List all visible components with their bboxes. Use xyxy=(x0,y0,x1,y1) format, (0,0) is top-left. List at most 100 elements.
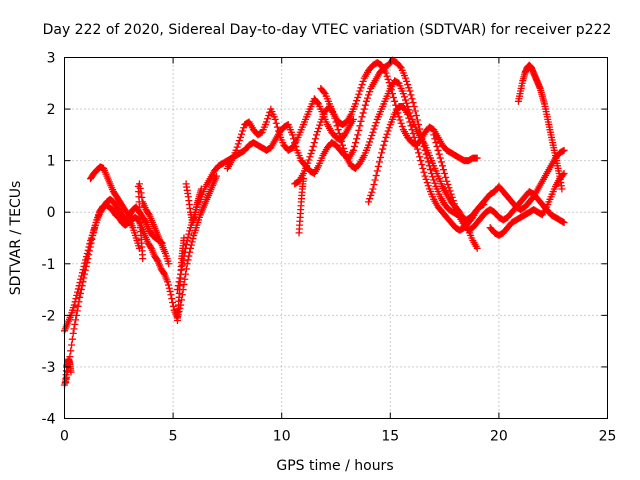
data-point xyxy=(379,145,387,153)
data-point xyxy=(262,118,270,126)
data-point xyxy=(424,182,432,190)
data-point xyxy=(390,93,398,101)
data-point xyxy=(365,141,373,149)
data-point xyxy=(354,131,362,139)
data-point xyxy=(82,256,90,264)
data-point xyxy=(382,69,390,77)
data-point xyxy=(310,139,318,147)
data-point xyxy=(431,179,439,187)
data-point xyxy=(75,282,83,290)
data-point xyxy=(383,72,391,80)
series-track-l xyxy=(486,170,568,239)
data-point xyxy=(403,77,411,85)
data-point xyxy=(183,260,191,268)
data-point xyxy=(398,122,406,130)
data-point xyxy=(312,131,320,139)
data-point xyxy=(71,298,79,306)
data-point xyxy=(305,156,313,164)
data-point xyxy=(86,240,94,248)
data-point xyxy=(410,102,418,110)
data-point xyxy=(431,135,439,143)
data-point xyxy=(406,118,414,126)
data-point xyxy=(80,262,88,270)
data-point xyxy=(169,298,177,306)
data-point xyxy=(402,96,410,104)
data-point xyxy=(77,289,85,297)
data-point xyxy=(233,143,241,151)
data-point xyxy=(409,99,417,107)
data-point xyxy=(559,171,567,179)
x-tick-label: 10 xyxy=(273,429,291,445)
data-point xyxy=(122,207,130,215)
y-tick-label: 0 xyxy=(47,205,56,221)
data-point xyxy=(368,132,376,140)
data-point xyxy=(265,112,273,120)
data-point xyxy=(236,133,244,141)
data-point xyxy=(307,150,315,158)
data-point xyxy=(560,170,568,178)
data-point xyxy=(78,272,86,280)
data-point xyxy=(378,149,386,157)
data-point xyxy=(147,243,155,251)
y-tick-label: -2 xyxy=(42,308,56,324)
series-track-q xyxy=(182,180,205,227)
series-track-k xyxy=(514,61,566,193)
data-point xyxy=(410,133,418,141)
data-point xyxy=(373,167,381,175)
data-point xyxy=(407,91,415,99)
data-point xyxy=(166,288,174,296)
data-point xyxy=(400,93,408,101)
data-point xyxy=(238,130,246,138)
y-tick-label: 3 xyxy=(47,51,56,67)
data-point xyxy=(448,193,456,201)
x-tick-label: 0 xyxy=(60,429,69,445)
data-point xyxy=(402,74,410,82)
data-point xyxy=(182,240,190,248)
data-point xyxy=(365,91,373,99)
data-point xyxy=(385,79,393,87)
data-point xyxy=(168,295,176,303)
data-point xyxy=(396,63,404,71)
data-point xyxy=(232,146,240,154)
data-point xyxy=(164,281,172,289)
series-track-m xyxy=(62,355,75,386)
data-point xyxy=(353,135,361,143)
data-point xyxy=(438,162,446,170)
data-point xyxy=(77,275,85,283)
data-point xyxy=(78,269,86,277)
data-point xyxy=(381,137,389,145)
data-point xyxy=(189,235,197,243)
data-point xyxy=(363,94,371,102)
data-point xyxy=(399,90,407,98)
data-point xyxy=(408,126,416,134)
data-point xyxy=(314,128,322,136)
data-point xyxy=(272,119,280,127)
data-point xyxy=(74,302,82,310)
data-point xyxy=(340,144,348,152)
data-point xyxy=(359,109,367,117)
data-point xyxy=(84,246,92,254)
data-point xyxy=(341,148,349,156)
data-point xyxy=(185,230,193,238)
data-point xyxy=(396,116,404,124)
data-point xyxy=(409,130,417,138)
data-point xyxy=(306,153,314,161)
data-point xyxy=(71,320,79,328)
data-point xyxy=(416,153,424,161)
data-point xyxy=(419,164,427,172)
data-point xyxy=(442,173,450,181)
data-point xyxy=(85,243,93,251)
data-point xyxy=(437,158,445,166)
data-point xyxy=(356,87,364,95)
data-point xyxy=(558,185,566,193)
gridlines xyxy=(64,57,608,419)
data-point xyxy=(336,133,344,141)
data-point xyxy=(234,140,242,148)
data-point xyxy=(359,77,367,85)
data-point xyxy=(440,166,448,174)
data-point xyxy=(352,100,360,108)
data-point xyxy=(411,137,419,145)
x-tick-label: 15 xyxy=(381,429,399,445)
data-point xyxy=(73,291,81,299)
